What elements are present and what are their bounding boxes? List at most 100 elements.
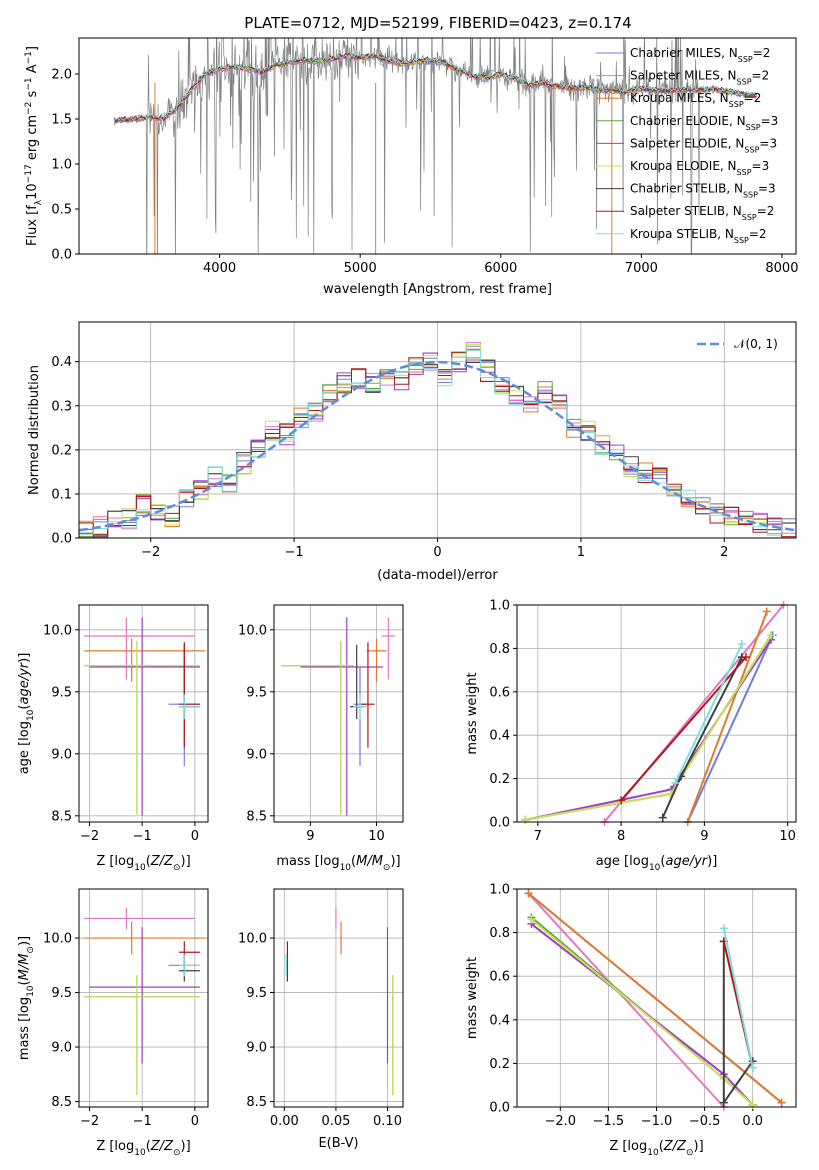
y-tick-label: 0.1 bbox=[51, 487, 72, 502]
axes-frame bbox=[516, 604, 797, 823]
massweight-line bbox=[525, 634, 772, 821]
x-tick-label: 9 bbox=[700, 829, 708, 844]
y-tick-label: 9.0 bbox=[51, 747, 72, 762]
axes-frame bbox=[78, 888, 209, 1108]
x-axis-label: Z [log10(Z/Z⊙)] bbox=[96, 854, 190, 873]
axes-frame bbox=[273, 888, 404, 1108]
axes-frame bbox=[516, 888, 797, 1108]
y-tick-label: 9.0 bbox=[246, 747, 267, 762]
age-vs-metallicity-panel: −2 −1 0 8.5 9.0 9.5 10.0 Z [log10(Z/Z⊙)] age [lo… bbox=[17, 604, 209, 873]
y-tick-label: 8.5 bbox=[246, 809, 267, 824]
y-tick-label: 0.0 bbox=[489, 816, 510, 831]
y-tick-label: 9.0 bbox=[246, 1041, 267, 1056]
massweight-marker bbox=[658, 813, 667, 822]
legend-label: Kroupa STELIB, NSSP=2 bbox=[630, 227, 767, 245]
y-tick-label: 1.0 bbox=[489, 599, 510, 614]
y-tick-label: 10.0 bbox=[43, 623, 72, 638]
x-tick-label: 10 bbox=[368, 829, 385, 844]
y-tick-label: 0.2 bbox=[489, 772, 510, 787]
x-tick-label: 8000 bbox=[765, 261, 798, 276]
age-vs-mass-panel: 9 10 8.5 9.0 9.5 10.0 mass [log10(M/M⊙)] bbox=[238, 604, 404, 873]
axes-frame bbox=[78, 321, 797, 539]
x-tick-label: 0 bbox=[433, 545, 441, 560]
y-axis-label: Flux [fλ10−17 erg cm−2 s−1 A−1] bbox=[24, 46, 44, 246]
y-tick-label: 0.8 bbox=[489, 926, 510, 941]
legend-label: Salpeter STELIB, NSSP=2 bbox=[630, 204, 774, 222]
x-tick-label: 10 bbox=[779, 829, 796, 844]
x-tick-label: 0 bbox=[191, 829, 199, 844]
y-axis-label: age [log10(age/yr)] bbox=[17, 653, 36, 775]
spectrum-plot-area bbox=[113, 38, 757, 254]
x-axis-label: age [log10(age/yr)] bbox=[596, 854, 718, 873]
x-tick-label: 8 bbox=[617, 829, 625, 844]
x-tick-label: 5000 bbox=[344, 261, 377, 276]
y-tick-label: 9.5 bbox=[246, 685, 267, 700]
massweight-line bbox=[686, 611, 768, 823]
y-axis-label: mass weight bbox=[465, 957, 480, 1039]
legend-label: Chabrier ELODIE, NSSP=3 bbox=[630, 114, 778, 132]
massweight-vs-metallicity-panel: −2.0 −1.5 −1.0 −0.5 0.0 0.0 0.2 0.4 0.6 0.8 1.0 Z [… bbox=[465, 883, 797, 1158]
massweight-line bbox=[527, 892, 783, 1104]
massweight-marker bbox=[737, 640, 746, 649]
legend-label: Kroupa ELODIE, NSSP=3 bbox=[630, 159, 769, 177]
mass-vs-ebv-panel: 0.00 0.05 0.10 8.5 9.0 9.5 10.0 E(B-V) bbox=[238, 888, 404, 1151]
y-tick-label: 10.0 bbox=[43, 932, 72, 947]
legend-label: Chabrier MILES, NSSP=2 bbox=[630, 46, 770, 64]
y-tick-label: 9.5 bbox=[51, 685, 72, 700]
massweight-marker bbox=[521, 815, 530, 824]
y-tick-label: 0.2 bbox=[489, 1057, 510, 1072]
x-tick-label: −1.5 bbox=[593, 1114, 625, 1129]
spectrum-panel: 4000 5000 6000 7000 8000 0.0 0.5 1.0 1.5 2.0 wavel… bbox=[24, 37, 798, 297]
y-tick-label: 2.0 bbox=[51, 68, 72, 83]
x-tick-label: 4000 bbox=[203, 261, 236, 276]
y-tick-label: 0.0 bbox=[51, 248, 72, 263]
y-tick-label: 9.5 bbox=[51, 986, 72, 1001]
x-tick-label: −1.0 bbox=[641, 1114, 673, 1129]
massweight-marker bbox=[762, 607, 771, 616]
massweight-line bbox=[530, 918, 754, 1106]
x-tick-label: 9 bbox=[306, 829, 314, 844]
massweight-line bbox=[527, 892, 725, 1108]
y-tick-label: 1.5 bbox=[51, 113, 72, 128]
y-tick-label: 1.0 bbox=[51, 158, 72, 173]
massweight-marker bbox=[671, 778, 680, 787]
massweight-marker bbox=[742, 653, 751, 662]
y-axis-label: Normed distribution bbox=[27, 365, 42, 495]
observed-spectrum-line bbox=[113, 38, 757, 254]
y-tick-label: 10.0 bbox=[238, 623, 267, 638]
massweight-line bbox=[686, 634, 774, 823]
massweight-marker bbox=[719, 924, 728, 933]
axes-frame bbox=[273, 604, 404, 823]
x-tick-label: −1 bbox=[285, 545, 304, 560]
massweight-marker bbox=[748, 1063, 757, 1072]
x-axis-label: (data-model)/error bbox=[377, 568, 498, 583]
x-tick-label: 7 bbox=[534, 829, 542, 844]
x-axis-label: Z [log10(Z/Z⊙)] bbox=[609, 1139, 703, 1158]
y-tick-label: 10.0 bbox=[238, 932, 267, 947]
axes-frame bbox=[78, 604, 209, 823]
x-tick-label: −1 bbox=[133, 1114, 152, 1129]
model-spectrum-line bbox=[113, 51, 757, 122]
x-tick-label: −1 bbox=[133, 829, 152, 844]
x-tick-label: 7000 bbox=[625, 261, 658, 276]
x-tick-label: 0.10 bbox=[373, 1114, 402, 1129]
x-axis-label: Z [log10(Z/Z⊙)] bbox=[96, 1139, 190, 1158]
y-tick-label: 8.5 bbox=[246, 1095, 267, 1110]
x-tick-label: 6000 bbox=[484, 261, 517, 276]
y-tick-label: 0.4 bbox=[51, 355, 72, 370]
y-tick-label: 0.8 bbox=[489, 642, 510, 657]
y-axis-label: mass [log10(M/M⊙)] bbox=[17, 936, 36, 1060]
x-tick-label: −2 bbox=[80, 1114, 99, 1129]
y-tick-label: 8.5 bbox=[51, 809, 72, 824]
y-tick-label: 9.5 bbox=[246, 986, 267, 1001]
y-axis-label: mass weight bbox=[465, 672, 480, 754]
massweight-line bbox=[722, 927, 754, 1069]
axes-frame bbox=[78, 37, 797, 255]
y-tick-label: 0.4 bbox=[489, 1013, 510, 1028]
legend-label: Salpeter MILES, NSSP=2 bbox=[630, 69, 769, 87]
residuals-plot-area bbox=[79, 342, 796, 538]
massweight-line bbox=[674, 643, 743, 784]
x-tick-label: 0.05 bbox=[321, 1114, 350, 1129]
normal-distribution-curve bbox=[79, 360, 796, 532]
